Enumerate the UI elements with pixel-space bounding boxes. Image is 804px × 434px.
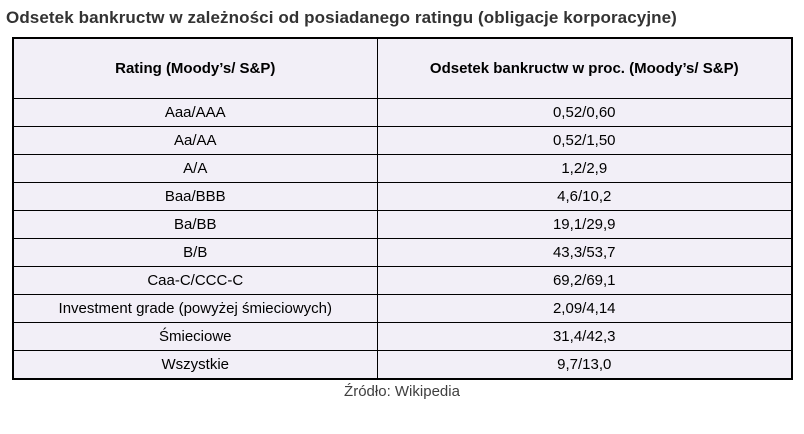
rating-cell: Baa/BBB bbox=[12, 182, 378, 211]
bankruptcy-percentage-cell: 31,4/42,3 bbox=[376, 322, 793, 351]
rating-cell: Aaa/AAA bbox=[12, 98, 378, 127]
rating-cell: Śmieciowe bbox=[12, 322, 378, 351]
bankruptcy-percentage-cell: 4,6/10,2 bbox=[376, 182, 793, 211]
source-caption: Źródło: Wikipedia bbox=[344, 383, 460, 400]
bankruptcy-percentage-cell: 19,1/29,9 bbox=[376, 210, 793, 239]
table-body: Aaa/AAA 0,52/0,60 Aa/AA 0,52/1,50 A/A 1,2/2,9… bbox=[12, 98, 793, 380]
bankruptcy-percentage-cell: 1,2/2,9 bbox=[376, 154, 793, 183]
table-row: Aaa/AAA 0,52/0,60 bbox=[12, 98, 793, 127]
table-row: Baa/BBB 4,6/10,2 bbox=[12, 182, 793, 211]
ratings-table: Rating (Moody’s/ S&P) Odsetek bankructw … bbox=[12, 37, 793, 380]
rating-cell: Investment grade (powyżej śmieciowych) bbox=[12, 294, 378, 323]
page-title: Odsetek bankructw w zależności od posiad… bbox=[6, 8, 677, 27]
table-row: Ba/BB 19,1/29,9 bbox=[12, 210, 793, 239]
bankruptcy-percentage-cell: 0,52/0,60 bbox=[376, 98, 793, 127]
rating-cell: Wszystkie bbox=[12, 350, 378, 380]
bankruptcy-percentage-cell: 2,09/4,14 bbox=[376, 294, 793, 323]
table-row: Śmieciowe 31,4/42,3 bbox=[12, 322, 793, 351]
rating-cell: B/B bbox=[12, 238, 378, 267]
table-row: Caa-C/CCC-C 69,2/69,1 bbox=[12, 266, 793, 295]
rating-cell: Ba/BB bbox=[12, 210, 378, 239]
rating-cell: A/A bbox=[12, 154, 378, 183]
bankruptcy-percentage-cell: 9,7/13,0 bbox=[376, 350, 793, 380]
table-row: Aa/AA 0,52/1,50 bbox=[12, 126, 793, 155]
table-row: Investment grade (powyżej śmieciowych) 2,… bbox=[12, 294, 793, 323]
table-row: A/A 1,2/2,9 bbox=[12, 154, 793, 183]
rating-cell: Aa/AA bbox=[12, 126, 378, 155]
table-header-row: Rating (Moody’s/ S&P) Odsetek bankructw … bbox=[12, 37, 793, 99]
column-header-bankruptcy-percentage: Odsetek bankructw w proc. (Moody’s/ S&P) bbox=[376, 37, 793, 99]
rating-cell: Caa-C/CCC-C bbox=[12, 266, 378, 295]
table-row: B/B 43,3/53,7 bbox=[12, 238, 793, 267]
bankruptcy-percentage-cell: 69,2/69,1 bbox=[376, 266, 793, 295]
column-header-rating: Rating (Moody’s/ S&P) bbox=[12, 37, 378, 99]
table-header: Rating (Moody’s/ S&P) Odsetek bankructw … bbox=[12, 37, 793, 99]
bankruptcy-percentage-cell: 0,52/1,50 bbox=[376, 126, 793, 155]
table-row: Wszystkie 9,7/13,0 bbox=[12, 350, 793, 380]
bankruptcy-percentage-cell: 43,3/53,7 bbox=[376, 238, 793, 267]
